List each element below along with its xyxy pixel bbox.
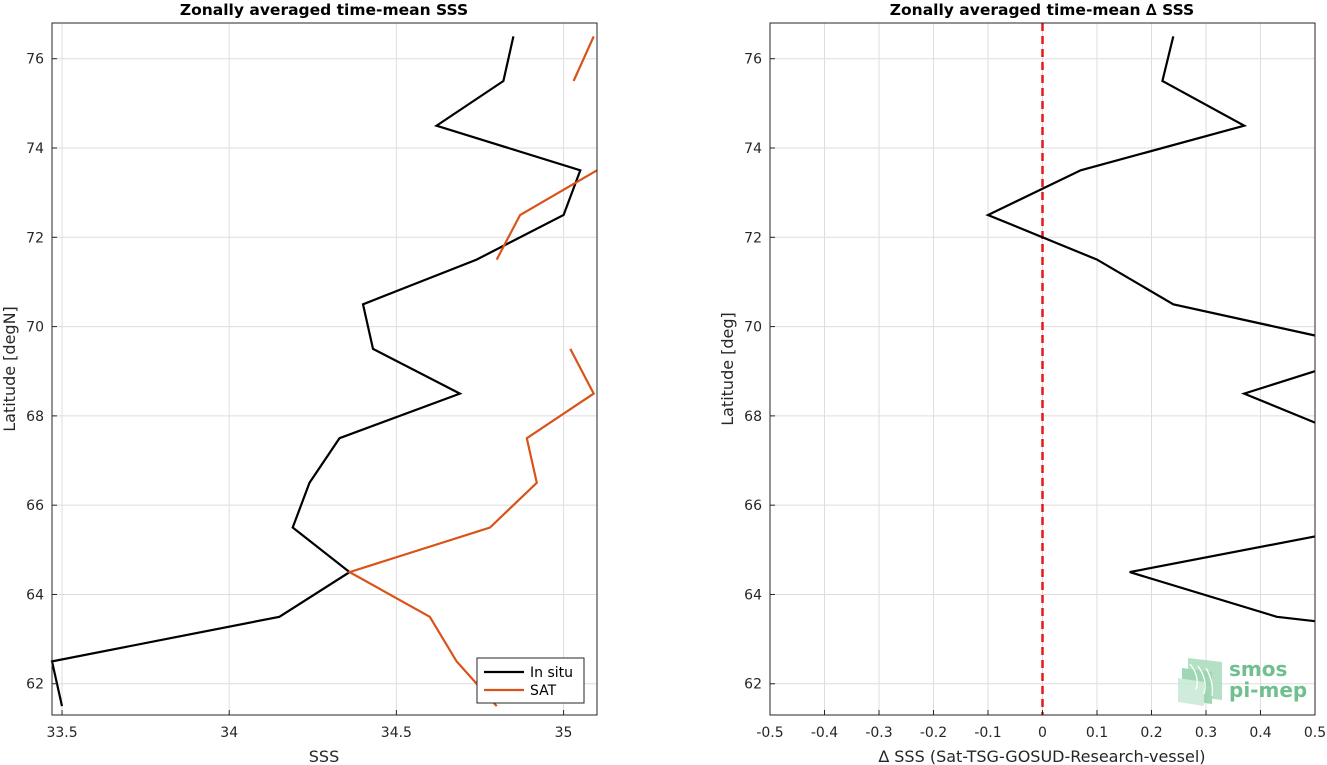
legend-label-in-situ: In situ bbox=[530, 665, 573, 681]
legend-label-sat: SAT bbox=[530, 683, 557, 699]
x-tick-label: -0.5 bbox=[756, 725, 783, 741]
y-tick-label: 66 bbox=[744, 498, 762, 514]
logo-mark-icon bbox=[1178, 658, 1222, 706]
left-y-axis-label: Latitude [degN] bbox=[0, 306, 19, 432]
x-tick-label: -0.1 bbox=[974, 725, 1001, 741]
left-x-axis-label: SSS bbox=[309, 747, 339, 765]
x-tick-label: 0.4 bbox=[1249, 725, 1271, 741]
left-ticks: 33.5 34 34.5 35 62 64 66 68 70 72 74 76 bbox=[26, 52, 572, 741]
right-ticks: -0.5 -0.4 -0.3 -0.2 -0.1 0 0.1 0.2 0.3 0.4 0.5 62 64… bbox=[744, 52, 1326, 741]
sss-profile-panel: Zonally averaged time-mean SSS 33.5 34 34.… bbox=[0, 1, 598, 765]
x-tick-label: 0 bbox=[1038, 725, 1047, 741]
y-tick-label: 76 bbox=[744, 52, 762, 68]
x-tick-label: -0.3 bbox=[865, 725, 892, 741]
x-tick-label: -0.4 bbox=[811, 725, 838, 741]
legend: In situ SAT bbox=[476, 657, 585, 704]
right-x-axis-label: ∆ SSS (Sat-TSG-GOSUD-Research-vessel) bbox=[877, 747, 1205, 765]
right-chart-title: Zonally averaged time-mean ∆ SSS bbox=[890, 1, 1194, 19]
left-chart-title: Zonally averaged time-mean SSS bbox=[180, 1, 468, 19]
y-tick-label: 74 bbox=[26, 141, 44, 157]
logo-text-smos: smos bbox=[1229, 657, 1287, 681]
y-tick-label: 74 bbox=[744, 141, 762, 157]
y-tick-label: 64 bbox=[26, 587, 44, 603]
y-tick-label: 70 bbox=[26, 320, 44, 336]
x-tick-label: 0.2 bbox=[1140, 725, 1162, 741]
y-tick-label: 62 bbox=[26, 677, 44, 693]
x-tick-label: 0.3 bbox=[1195, 725, 1217, 741]
x-tick-label: 35 bbox=[555, 725, 573, 741]
series-line-sat bbox=[572, 35, 595, 82]
y-tick-label: 76 bbox=[26, 52, 44, 68]
left-axes-frame bbox=[51, 22, 598, 716]
x-tick-label: -0.2 bbox=[920, 725, 947, 741]
x-tick-label: 0.5 bbox=[1304, 725, 1326, 741]
series-line-delta-sss bbox=[985, 36, 1316, 337]
y-tick-label: 72 bbox=[744, 230, 762, 246]
y-tick-label: 72 bbox=[26, 230, 44, 246]
right-series-lines bbox=[985, 36, 1316, 623]
y-tick-label: 66 bbox=[26, 498, 44, 514]
series-line-delta-sss bbox=[1129, 535, 1316, 623]
y-tick-label: 70 bbox=[744, 320, 762, 336]
legend-box bbox=[476, 657, 585, 704]
x-tick-label: 33.5 bbox=[46, 725, 77, 741]
series-line-sat bbox=[346, 348, 596, 707]
series-line-delta-sss bbox=[1240, 370, 1316, 424]
left-series-lines bbox=[50, 35, 598, 707]
series-line-in-situ bbox=[50, 36, 582, 707]
x-tick-label: 34.5 bbox=[381, 725, 412, 741]
series-line-sat bbox=[495, 169, 598, 261]
right-y-axis-label: Latitude [deg] bbox=[718, 312, 737, 426]
x-tick-label: 34 bbox=[220, 725, 238, 741]
logo-text-pi-mep: pi-mep bbox=[1229, 678, 1307, 702]
delta-sss-profile-panel: Zonally averaged time-mean ∆ SSS -0.5 -0.… bbox=[718, 1, 1326, 765]
y-tick-label: 62 bbox=[744, 677, 762, 693]
x-tick-label: 0.1 bbox=[1086, 725, 1108, 741]
smos-pi-mep-logo: smos pi-mep bbox=[1178, 657, 1307, 706]
y-tick-label: 68 bbox=[744, 409, 762, 425]
y-tick-label: 64 bbox=[744, 587, 762, 603]
y-tick-label: 68 bbox=[26, 409, 44, 425]
